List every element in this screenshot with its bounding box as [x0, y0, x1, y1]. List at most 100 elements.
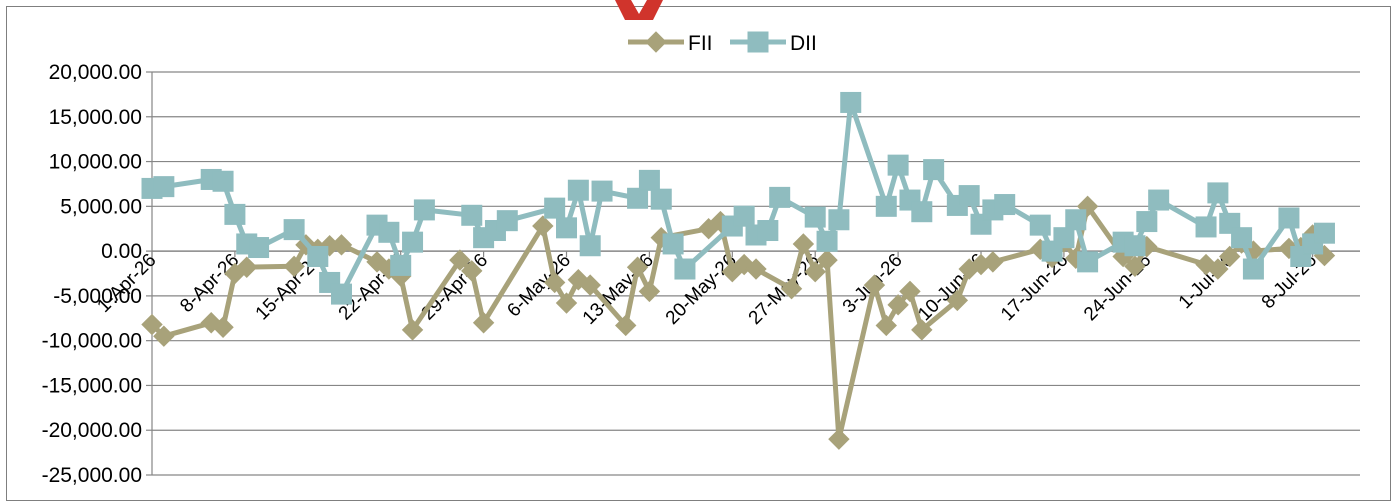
- data-point: [923, 159, 945, 181]
- data-point: [816, 230, 838, 252]
- data-point: [401, 319, 424, 341]
- data-point: [887, 294, 909, 316]
- data-point: [330, 234, 353, 256]
- data-point: [792, 233, 815, 255]
- data-point: [461, 260, 483, 282]
- legend-marker: [645, 31, 667, 53]
- data-point: [283, 255, 305, 278]
- data-point: [1077, 251, 1099, 273]
- data-point: [330, 283, 352, 305]
- data-point: [413, 199, 435, 221]
- data-point: [733, 205, 755, 227]
- data-point: [449, 249, 471, 271]
- data-point: [402, 231, 424, 253]
- data-point: [153, 176, 175, 198]
- y-tick-label: -10,000.00: [42, 330, 142, 353]
- data-point: [1231, 227, 1253, 249]
- data-point: [544, 197, 566, 219]
- data-point: [1242, 258, 1264, 280]
- data-point: [579, 274, 601, 296]
- data-point: [1207, 182, 1229, 204]
- data-point: [911, 201, 933, 223]
- data-point: [307, 245, 329, 267]
- data-point: [1053, 227, 1075, 249]
- legend-label: DII: [790, 32, 817, 55]
- y-tick-label: 10,000.00: [49, 151, 142, 174]
- data-point: [556, 217, 578, 239]
- data-point: [946, 289, 969, 312]
- data-point: [863, 274, 886, 296]
- x-tick-label: 8-Jul-26: [1258, 250, 1321, 313]
- y-tick-label: 15,000.00: [49, 106, 142, 129]
- data-point: [141, 313, 163, 336]
- data-point: [461, 204, 483, 226]
- data-point: [236, 256, 258, 278]
- data-point: [638, 169, 660, 191]
- data-point: [224, 203, 246, 225]
- data-point: [212, 316, 234, 338]
- data-point: [674, 258, 696, 280]
- data-point: [496, 210, 518, 232]
- data-point: [828, 428, 850, 450]
- data-point: [804, 261, 826, 283]
- data-point: [626, 256, 649, 278]
- data-point: [1124, 235, 1146, 257]
- data-point: [543, 271, 566, 294]
- data-point: [911, 319, 933, 341]
- data-point: [745, 258, 767, 280]
- data-point: [615, 314, 637, 337]
- series-dii: [141, 91, 1335, 305]
- data-point: [840, 91, 862, 113]
- data-point: [828, 209, 850, 231]
- data-point: [153, 325, 175, 347]
- data-point: [567, 179, 589, 201]
- data-point: [248, 237, 270, 259]
- data-point: [212, 170, 234, 192]
- legend-label: FII: [688, 32, 713, 55]
- data-point: [982, 251, 1004, 273]
- data-point: [875, 195, 897, 217]
- y-tick-label: -5,000.00: [53, 285, 142, 308]
- legend-item-dii: DII: [730, 31, 817, 55]
- legend-marker: [747, 31, 769, 53]
- y-tick-label: -15,000.00: [42, 374, 142, 397]
- data-point: [627, 187, 649, 209]
- data-point: [804, 206, 826, 228]
- legend-item-fii: FII: [628, 31, 713, 55]
- data-point: [591, 180, 613, 202]
- data-point: [1313, 222, 1335, 244]
- data-point: [899, 280, 921, 303]
- data-point: [757, 220, 779, 242]
- data-point: [283, 219, 305, 241]
- data-point: [662, 233, 684, 255]
- data-point: [1278, 207, 1300, 229]
- data-point: [650, 188, 672, 210]
- data-point: [1136, 211, 1158, 233]
- data-point: [200, 312, 222, 334]
- data-point: [1195, 253, 1217, 276]
- series: [141, 91, 1336, 450]
- y-tick-label: 5,000.00: [60, 195, 142, 218]
- data-point: [579, 235, 601, 257]
- data-point: [816, 249, 838, 271]
- top-logo-mark: [615, 0, 663, 20]
- y-tick-label: 20,000.00: [49, 61, 142, 84]
- data-point: [958, 185, 980, 207]
- y-tick-label: 0.00: [101, 240, 142, 263]
- data-point: [366, 251, 388, 273]
- data-point: [875, 314, 897, 337]
- data-point: [1029, 214, 1051, 236]
- legend: FII DII: [628, 31, 817, 55]
- data-point: [638, 280, 661, 303]
- data-point: [390, 254, 412, 276]
- data-point: [994, 194, 1016, 216]
- data-point: [472, 312, 495, 334]
- data-point: [769, 186, 791, 208]
- data-point: [378, 221, 400, 243]
- y-tick-label: -20,000.00: [42, 419, 142, 442]
- data-point: [1124, 255, 1146, 278]
- data-point: [567, 269, 590, 291]
- data-point: [555, 292, 578, 314]
- data-point: [1065, 209, 1087, 231]
